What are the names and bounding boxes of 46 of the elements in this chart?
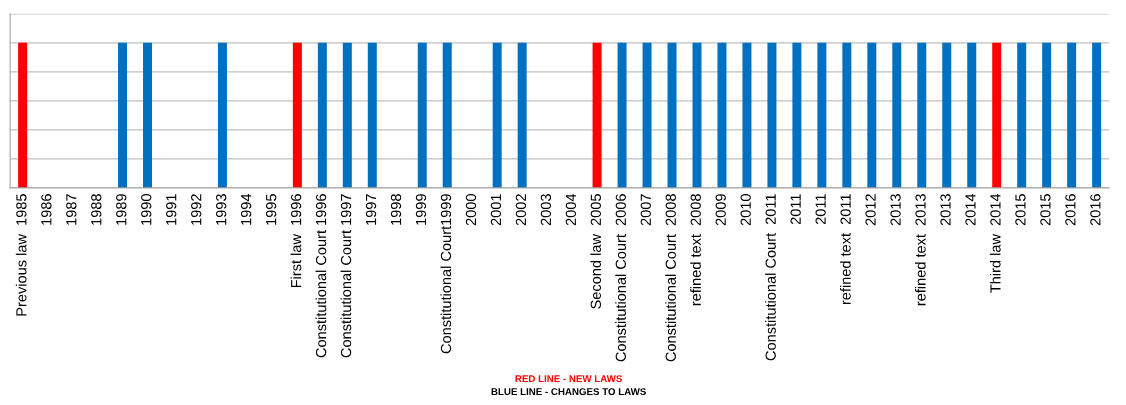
x-tick-label: 2016 (1090, 194, 1101, 226)
x-tick-label: 1999 (415, 194, 427, 225)
x-tick-label: 1998 (390, 194, 402, 225)
x-tick-label: 2009 (715, 194, 726, 226)
x-tick-label: 1995 (265, 194, 277, 225)
x-tick-label: 2016 (1065, 194, 1076, 226)
x-tick-label: 2002 (515, 194, 527, 226)
x-tick-label: 1986 (41, 194, 52, 225)
x-tick-label: 1993 (216, 194, 227, 225)
x-tick-label: 2015 (1015, 194, 1026, 226)
x-tick-label: 2004 (565, 193, 577, 226)
x-tick-label: 2015 (1040, 194, 1051, 226)
x-tick-label: 2001 (490, 194, 502, 226)
x-tick-label: 1987 (66, 194, 77, 225)
x-tick-label: 1997 (365, 194, 377, 225)
x-tick-label: Constitutional Court 2006 (615, 194, 626, 362)
x-tick-label: Third law 2014 (989, 193, 1001, 293)
x-tick-label: 2011 (815, 194, 826, 225)
x-tick-label: 2014 (965, 193, 976, 226)
x-tick-label: refined text 2013 (914, 194, 926, 306)
x-tick-label: Constitutional Court 2011 (765, 194, 776, 361)
text: BLUE LINE - CHANGES TO LAWS (491, 388, 646, 396)
x-tick-label: Constitutional Court1999 (440, 194, 452, 354)
x-tick-label: 2013 (890, 194, 901, 226)
x-tick-label: Constitutional Court 2008 (665, 194, 676, 362)
x-tick-label: Previous law 1985 (15, 194, 27, 316)
x-tick-label: 2007 (640, 194, 651, 226)
x-tick-label: 2003 (540, 194, 552, 226)
x-tick-label: 1990 (141, 194, 152, 225)
x-tick-label: Constitutional Court 1997 (340, 194, 352, 358)
x-tick-label: Constitutional Court 1996 (315, 194, 327, 358)
text: RED LINE - NEW LAWS (515, 375, 622, 383)
x-tick-label: 1989 (116, 194, 127, 225)
x-tick-label: 2012 (865, 194, 876, 226)
x-tick-label: First law 1996 (290, 194, 302, 288)
x-tick-label: Second law 2005 (590, 194, 601, 309)
x-tick-label: 2010 (740, 194, 751, 226)
x-tick-label: 2013 (940, 194, 951, 226)
x-tick-label: 1988 (91, 194, 102, 225)
x-tick-label: 2011 (790, 194, 801, 225)
x-tick-label: 1992 (191, 194, 202, 225)
x-tick-label: refined text 2011 (840, 194, 851, 305)
x-tick-label: 1994 (241, 193, 252, 225)
x-tick-label: 2000 (465, 194, 477, 226)
x-tick-label: 1991 (166, 194, 177, 225)
x-tick-label: refined text 2008 (690, 194, 701, 306)
